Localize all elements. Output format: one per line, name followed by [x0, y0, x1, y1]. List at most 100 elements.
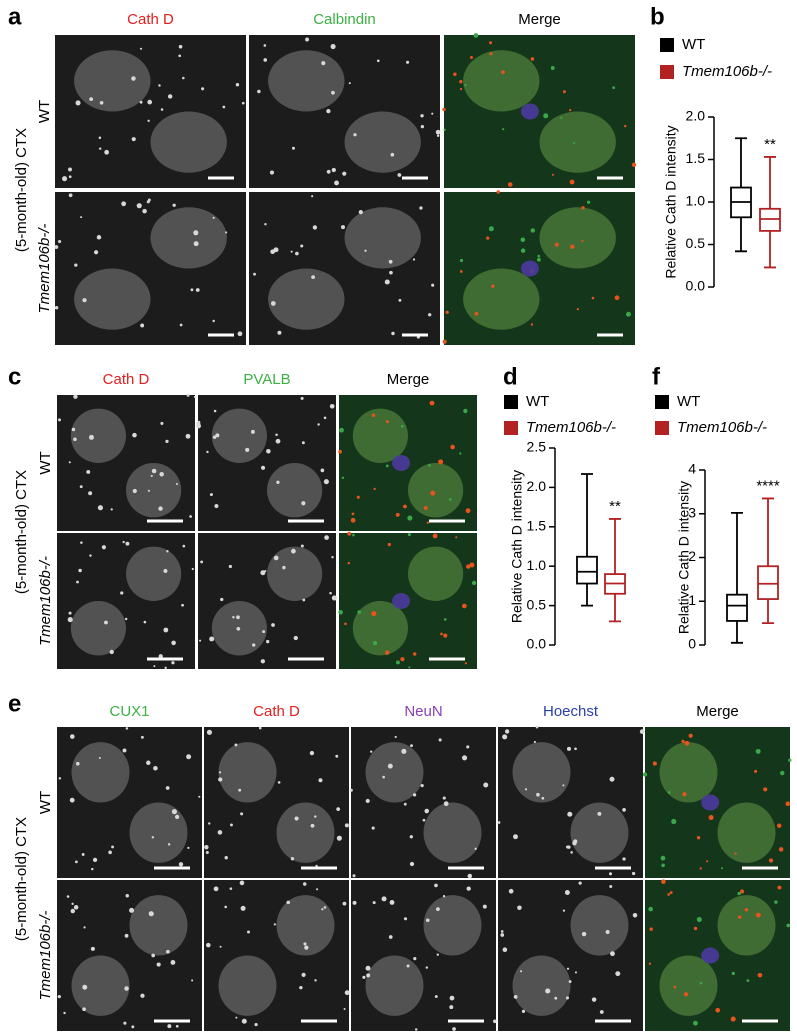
nucleus	[392, 593, 411, 609]
puncta	[264, 569, 267, 573]
puncta	[572, 841, 577, 846]
puncta	[414, 1028, 418, 1031]
puncta	[448, 498, 452, 501]
puncta	[151, 836, 155, 839]
puncta	[124, 986, 129, 991]
puncta	[277, 330, 282, 335]
puncta	[426, 521, 429, 524]
puncta	[785, 801, 791, 806]
puncta	[394, 735, 397, 739]
y-tick-label: 1.0	[686, 193, 706, 209]
puncta	[304, 945, 309, 950]
puncta	[295, 251, 299, 256]
puncta	[696, 836, 701, 840]
puncta	[88, 491, 93, 496]
puncta	[568, 980, 572, 983]
puncta	[671, 818, 677, 825]
puncta	[669, 891, 673, 895]
puncta	[139, 100, 143, 104]
puncta	[316, 888, 319, 891]
puncta	[365, 798, 370, 804]
puncta	[109, 649, 114, 655]
puncta	[573, 142, 576, 145]
puncta	[90, 946, 95, 951]
row-label: Tmem106b-/-	[36, 223, 53, 313]
puncta	[330, 43, 336, 50]
puncta	[597, 811, 602, 816]
puncta	[142, 208, 147, 214]
puncta	[681, 739, 685, 744]
puncta	[58, 777, 62, 780]
y-tick-label: 0	[688, 636, 696, 652]
puncta	[299, 985, 303, 990]
puncta	[371, 826, 375, 830]
puncta	[428, 313, 432, 317]
puncta	[191, 567, 194, 571]
puncta	[291, 548, 296, 554]
puncta	[338, 449, 342, 454]
puncta	[642, 772, 648, 777]
puncta	[777, 885, 782, 890]
puncta	[474, 311, 479, 316]
whisker-low	[764, 230, 776, 269]
puncta	[97, 505, 103, 511]
puncta	[533, 740, 536, 744]
puncta	[86, 469, 91, 474]
y-tick-label: 2.5	[527, 439, 547, 455]
puncta	[466, 564, 471, 569]
puncta	[206, 942, 211, 948]
y-tick-label: 2	[688, 548, 696, 564]
puncta	[502, 128, 505, 131]
micrograph	[444, 192, 635, 345]
puncta	[626, 311, 631, 317]
puncta	[786, 923, 791, 928]
puncta	[311, 275, 316, 280]
column-header: Cath D	[127, 11, 174, 28]
y-tick-label: 0.0	[527, 636, 547, 652]
puncta	[530, 57, 535, 61]
box	[757, 565, 779, 600]
puncta	[409, 861, 415, 867]
puncta	[66, 895, 70, 898]
micrograph	[351, 727, 496, 878]
puncta	[260, 659, 266, 664]
puncta	[683, 992, 689, 997]
puncta	[649, 927, 653, 931]
puncta	[235, 83, 240, 87]
puncta	[609, 776, 615, 782]
puncta	[257, 89, 261, 94]
puncta	[763, 787, 768, 792]
puncta	[536, 792, 540, 797]
puncta	[371, 413, 376, 418]
puncta	[562, 784, 565, 787]
puncta	[320, 468, 325, 473]
puncta	[120, 591, 124, 595]
puncta	[648, 962, 652, 965]
puncta	[108, 850, 112, 855]
puncta	[131, 137, 136, 142]
puncta	[329, 591, 332, 595]
puncta	[614, 295, 620, 301]
puncta	[443, 633, 448, 638]
puncta	[273, 555, 279, 561]
puncta	[80, 216, 83, 219]
puncta	[93, 250, 99, 255]
puncta	[438, 738, 442, 742]
puncta	[507, 182, 513, 187]
puncta	[500, 930, 504, 933]
cell-body	[365, 742, 424, 803]
puncta	[111, 845, 115, 849]
puncta	[436, 953, 439, 956]
puncta	[250, 429, 255, 434]
puncta	[615, 971, 621, 977]
puncta	[318, 778, 323, 783]
puncta	[190, 288, 194, 292]
puncta	[562, 90, 566, 94]
puncta	[731, 971, 735, 976]
puncta	[178, 54, 182, 58]
puncta	[92, 857, 98, 863]
row-label: WT	[36, 100, 53, 123]
puncta	[182, 76, 185, 80]
puncta	[167, 1024, 172, 1029]
puncta	[98, 136, 102, 140]
